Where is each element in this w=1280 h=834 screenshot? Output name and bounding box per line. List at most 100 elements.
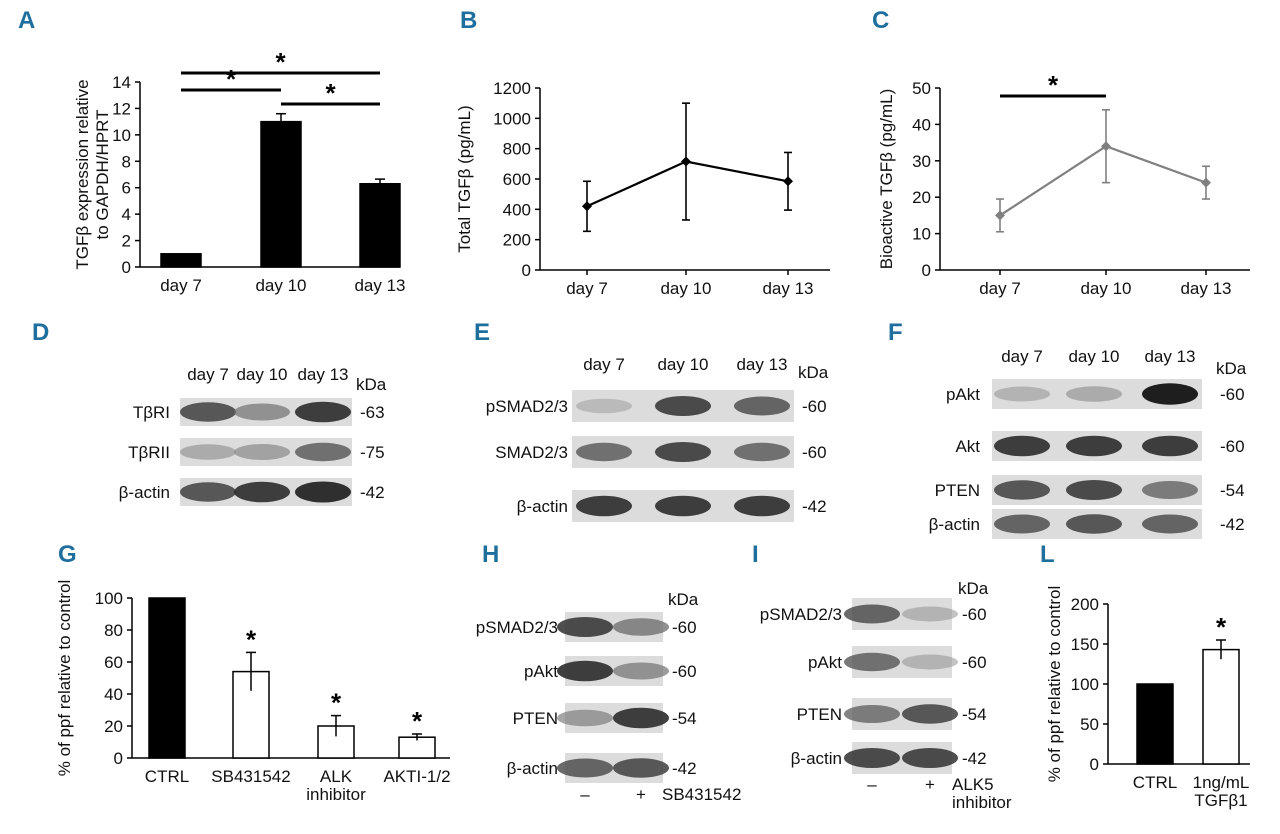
bar-3	[359, 183, 401, 268]
blot-kda-value: -60	[802, 443, 827, 462]
significance-star: *	[226, 64, 237, 94]
x-tick-label: 1ng/mL	[1193, 773, 1250, 792]
blot-row-label: SMAD2/3	[495, 443, 568, 462]
bar-1	[148, 597, 186, 759]
x-tick-label: day 13	[354, 276, 405, 295]
significance-star: *	[325, 78, 336, 108]
blot-band	[1142, 514, 1198, 534]
y-tick-label: 12	[112, 99, 131, 118]
treatment-label: SB431542	[662, 785, 741, 804]
blot-band	[613, 707, 669, 729]
blot-kda-value: -60	[962, 653, 987, 672]
significance-star: *	[1216, 612, 1227, 642]
blot-row-label: PTEN	[797, 705, 842, 724]
panel-label-g: G	[58, 541, 77, 568]
blot-band	[1066, 514, 1122, 534]
blot-band	[234, 403, 290, 421]
blot-kda-value: -42	[1220, 515, 1245, 534]
x-tick-label: inhibitor	[306, 785, 366, 804]
significance-star: *	[275, 47, 286, 77]
blot-kda-value: -42	[962, 749, 987, 768]
significance-star: *	[412, 706, 423, 736]
x-tick-label: day 10	[1080, 279, 1131, 298]
blot-row-label: β-actin	[929, 515, 980, 534]
blot-band	[557, 617, 613, 637]
blot-column-label: day 7	[1001, 347, 1043, 366]
y-tick-label: 60	[104, 653, 123, 672]
blot-column-label: day 10	[1068, 347, 1119, 366]
panel-label-i: I	[752, 541, 759, 568]
x-tick-label: CTRL	[1133, 773, 1177, 792]
blot-band	[234, 481, 290, 503]
blot-row-label: pSMAD2/3	[760, 605, 842, 624]
y-tick-label: 100	[95, 589, 123, 608]
blot-band	[180, 482, 236, 502]
y-tick-label: 1000	[493, 109, 531, 128]
blot-row-label: PTEN	[935, 481, 980, 500]
chart-c-bioactive-tgfb: 0 10 20 30 40 50 day 7 day 10 day 13 Bioactive TG…	[877, 70, 1250, 298]
blot-row-label: pAkt	[946, 385, 980, 404]
treatment-label: inhibitor	[952, 793, 1012, 812]
blot-band	[295, 481, 351, 503]
blot-band	[234, 444, 290, 460]
y-tick-label: 8	[122, 152, 131, 171]
blot-kda-value: -42	[672, 759, 697, 778]
blot-band	[902, 654, 958, 670]
blot-e: day 7 day 10 day 13 kDa pSMAD2/3 -60 SMAD2/3 -6…	[486, 355, 829, 522]
treatment-label: ALK5	[952, 775, 994, 794]
data-point-3	[1201, 177, 1211, 188]
data-point-2	[1101, 141, 1111, 152]
blot-band	[1066, 480, 1122, 500]
blot-row-label: pAkt	[524, 662, 558, 681]
blot-band	[844, 604, 900, 624]
blot-row-label: β-actin	[791, 749, 842, 768]
blot-kda-value: -54	[1220, 481, 1245, 500]
panel-label-f: F	[888, 319, 903, 346]
blot-band	[734, 442, 790, 462]
y-axis-label: TGFβ expression relative	[73, 79, 92, 269]
blot-row-label: Akt	[955, 437, 980, 456]
chart-a-tgfb-expression: 0 2 4 6 8 10 12 14 day 7 day 10 day 13 TGFβ express…	[73, 47, 406, 295]
blot-band	[734, 396, 790, 416]
blot-band	[180, 444, 236, 460]
panel-label-h: H	[482, 541, 499, 568]
series-line	[999, 145, 1207, 217]
blot-d: day 7 day 10 day 13 kDa TβRI -63 TβRII -75 β-act…	[119, 365, 387, 506]
y-tick-label: 0	[1090, 755, 1099, 774]
blot-band	[655, 495, 711, 517]
x-tick-label: day 7	[160, 276, 202, 295]
y-tick-label: 20	[104, 717, 123, 736]
blot-band	[1142, 435, 1198, 457]
y-tick-label: 600	[503, 170, 531, 189]
blot-kda-value: -54	[672, 709, 697, 728]
blot-kda-value: -75	[360, 443, 385, 462]
y-tick-label: 10	[112, 126, 131, 145]
data-point-1	[582, 201, 592, 212]
blot-band	[902, 606, 958, 622]
blot-band	[655, 396, 711, 416]
blot-column-label: day 13	[736, 355, 787, 374]
blot-band	[844, 705, 900, 723]
blot-kda-value: -60	[962, 605, 987, 624]
blot-band	[576, 398, 632, 414]
y-tick-label: 0	[522, 261, 531, 280]
bar-2	[260, 120, 302, 268]
x-tick-label: day 7	[979, 279, 1021, 298]
bar-1	[1136, 683, 1174, 765]
treatment-mark: –	[867, 775, 877, 794]
blot-band	[1066, 386, 1122, 402]
blot-band	[994, 514, 1050, 534]
y-tick-label: 2	[122, 232, 131, 251]
panel-label-b: B	[460, 7, 477, 34]
data-point-2	[681, 156, 691, 167]
y-tick-label: 200	[1071, 595, 1099, 614]
blot-band	[902, 748, 958, 768]
kda-label: kDa	[958, 579, 989, 598]
blot-kda-value: -60	[802, 397, 827, 416]
blot-band	[994, 435, 1050, 457]
blot-row-label: pSMAD2/3	[476, 618, 558, 637]
y-tick-label: 10	[912, 225, 931, 244]
y-tick-label: 80	[104, 621, 123, 640]
blot-band	[613, 618, 669, 636]
